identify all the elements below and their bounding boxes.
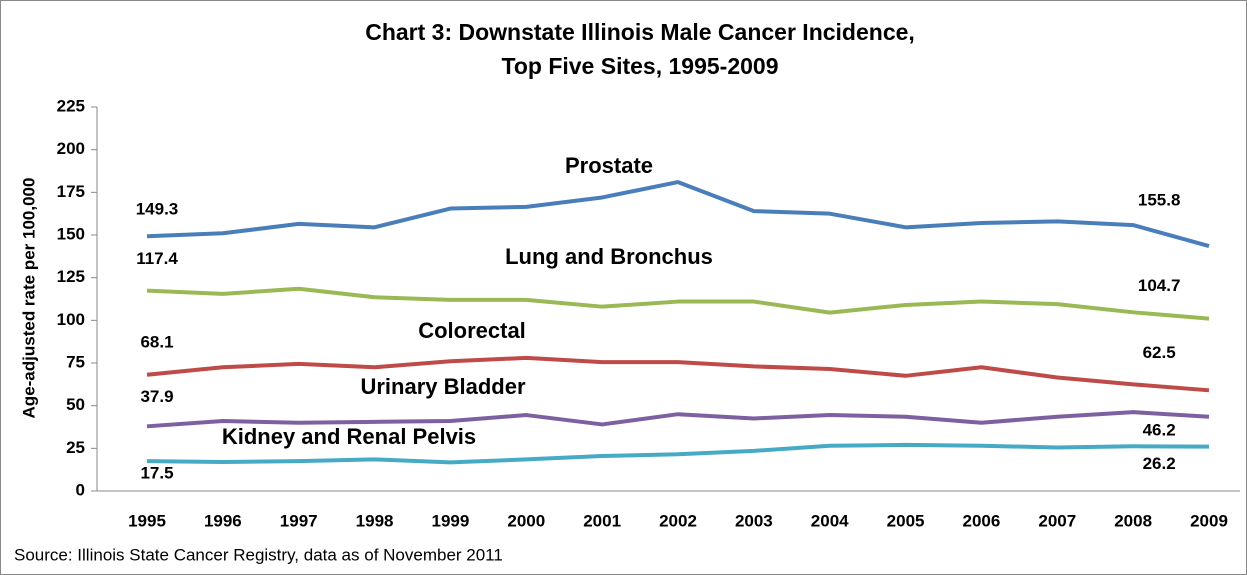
x-tick-label: 1999 [432, 511, 470, 530]
data-label: 149.3 [136, 200, 179, 219]
series-label: Urinary Bladder [360, 374, 525, 399]
chart-title: Chart 3: Downstate Illinois Male Cancer … [365, 19, 915, 45]
line [146, 180, 1210, 249]
line [146, 410, 1210, 429]
y-tick-label: 150 [57, 224, 85, 243]
y-tick-label: 200 [57, 139, 85, 158]
data-label: 46.2 [1143, 421, 1176, 440]
chart-subtitle: Top Five Sites, 1995-2009 [502, 53, 779, 79]
x-tick-label: 2009 [1190, 511, 1228, 530]
line [146, 442, 1210, 465]
data-label: 104.7 [1138, 276, 1181, 295]
data-label: 62.5 [1143, 343, 1176, 362]
y-tick-label: 50 [66, 395, 85, 414]
source-note: Source: Illinois State Cancer Registry, … [14, 545, 503, 564]
y-tick-label: 225 [57, 96, 85, 115]
x-tick-label: 2005 [887, 511, 925, 530]
y-tick-label: 125 [57, 267, 85, 286]
x-tick-label: 2008 [1114, 511, 1152, 530]
data-label: 17.5 [140, 464, 173, 483]
data-label: 155.8 [1138, 191, 1181, 210]
line [146, 355, 1210, 393]
y-tick-label: 100 [57, 310, 85, 329]
x-tick-label: 2000 [507, 511, 545, 530]
data-label: 68.1 [140, 332, 173, 351]
x-tick-label: 2007 [1038, 511, 1076, 530]
y-tick-label: 25 [66, 438, 85, 457]
data-label: 26.2 [1143, 454, 1176, 473]
y-tick-label: 175 [57, 182, 85, 201]
y-axis-label: Age-adjusted rate per 100,000 [19, 178, 38, 419]
y-tick-label: 75 [66, 352, 85, 371]
x-tick-label: 2001 [583, 511, 621, 530]
x-tick-label: 1998 [356, 511, 394, 530]
x-tick-label: 1997 [280, 511, 318, 530]
x-tick-label: 2006 [963, 511, 1001, 530]
x-tick-label: 1995 [128, 511, 166, 530]
x-tick-label: 1996 [204, 511, 242, 530]
x-tick-label: 2004 [811, 511, 849, 530]
series-label: Lung and Bronchus [505, 244, 713, 269]
series-label: Colorectal [418, 318, 526, 343]
data-label: 37.9 [140, 387, 173, 406]
line [146, 286, 1210, 321]
x-tick-label: 2002 [659, 511, 697, 530]
series-label: Kidney and Renal Pelvis [222, 424, 476, 449]
series-label: Prostate [565, 153, 653, 178]
y-tick-label: 0 [76, 480, 85, 499]
x-tick-label: 2003 [735, 511, 773, 530]
data-label: 117.4 [136, 249, 178, 268]
